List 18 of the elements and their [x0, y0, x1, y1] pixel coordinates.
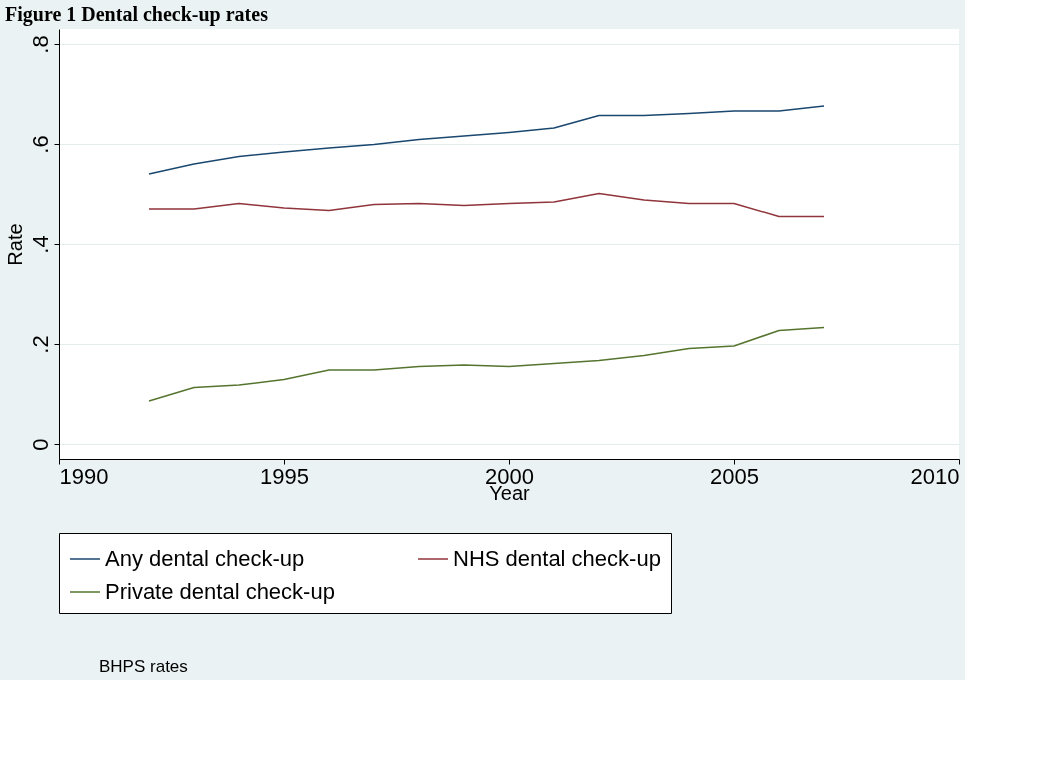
- legend-label: Any dental check-up: [105, 546, 305, 571]
- legend-label: Private dental check-up: [105, 579, 335, 604]
- y-tick-label: .4: [27, 235, 53, 254]
- chart-title: Figure 1 Dental check-up rates: [5, 3, 269, 26]
- y-tick-label: 0: [27, 438, 53, 451]
- text: BHPS rates: [99, 657, 188, 676]
- x-tick-label: 2005: [710, 463, 759, 489]
- x-tick-label: 2010: [910, 463, 960, 489]
- x-tick-label: 1990: [59, 463, 109, 489]
- y-tick-label: .8: [27, 35, 53, 54]
- line-series: [148, 105, 825, 175]
- y-tick-label: .2: [27, 335, 53, 354]
- x-tick-label: 1995: [260, 463, 309, 489]
- line-series: [148, 326, 825, 402]
- legend-label: NHS dental check-up: [453, 546, 661, 571]
- line-series: [148, 192, 825, 218]
- y-tick-label: .6: [27, 135, 53, 154]
- y-axis-title: Rate: [3, 223, 26, 266]
